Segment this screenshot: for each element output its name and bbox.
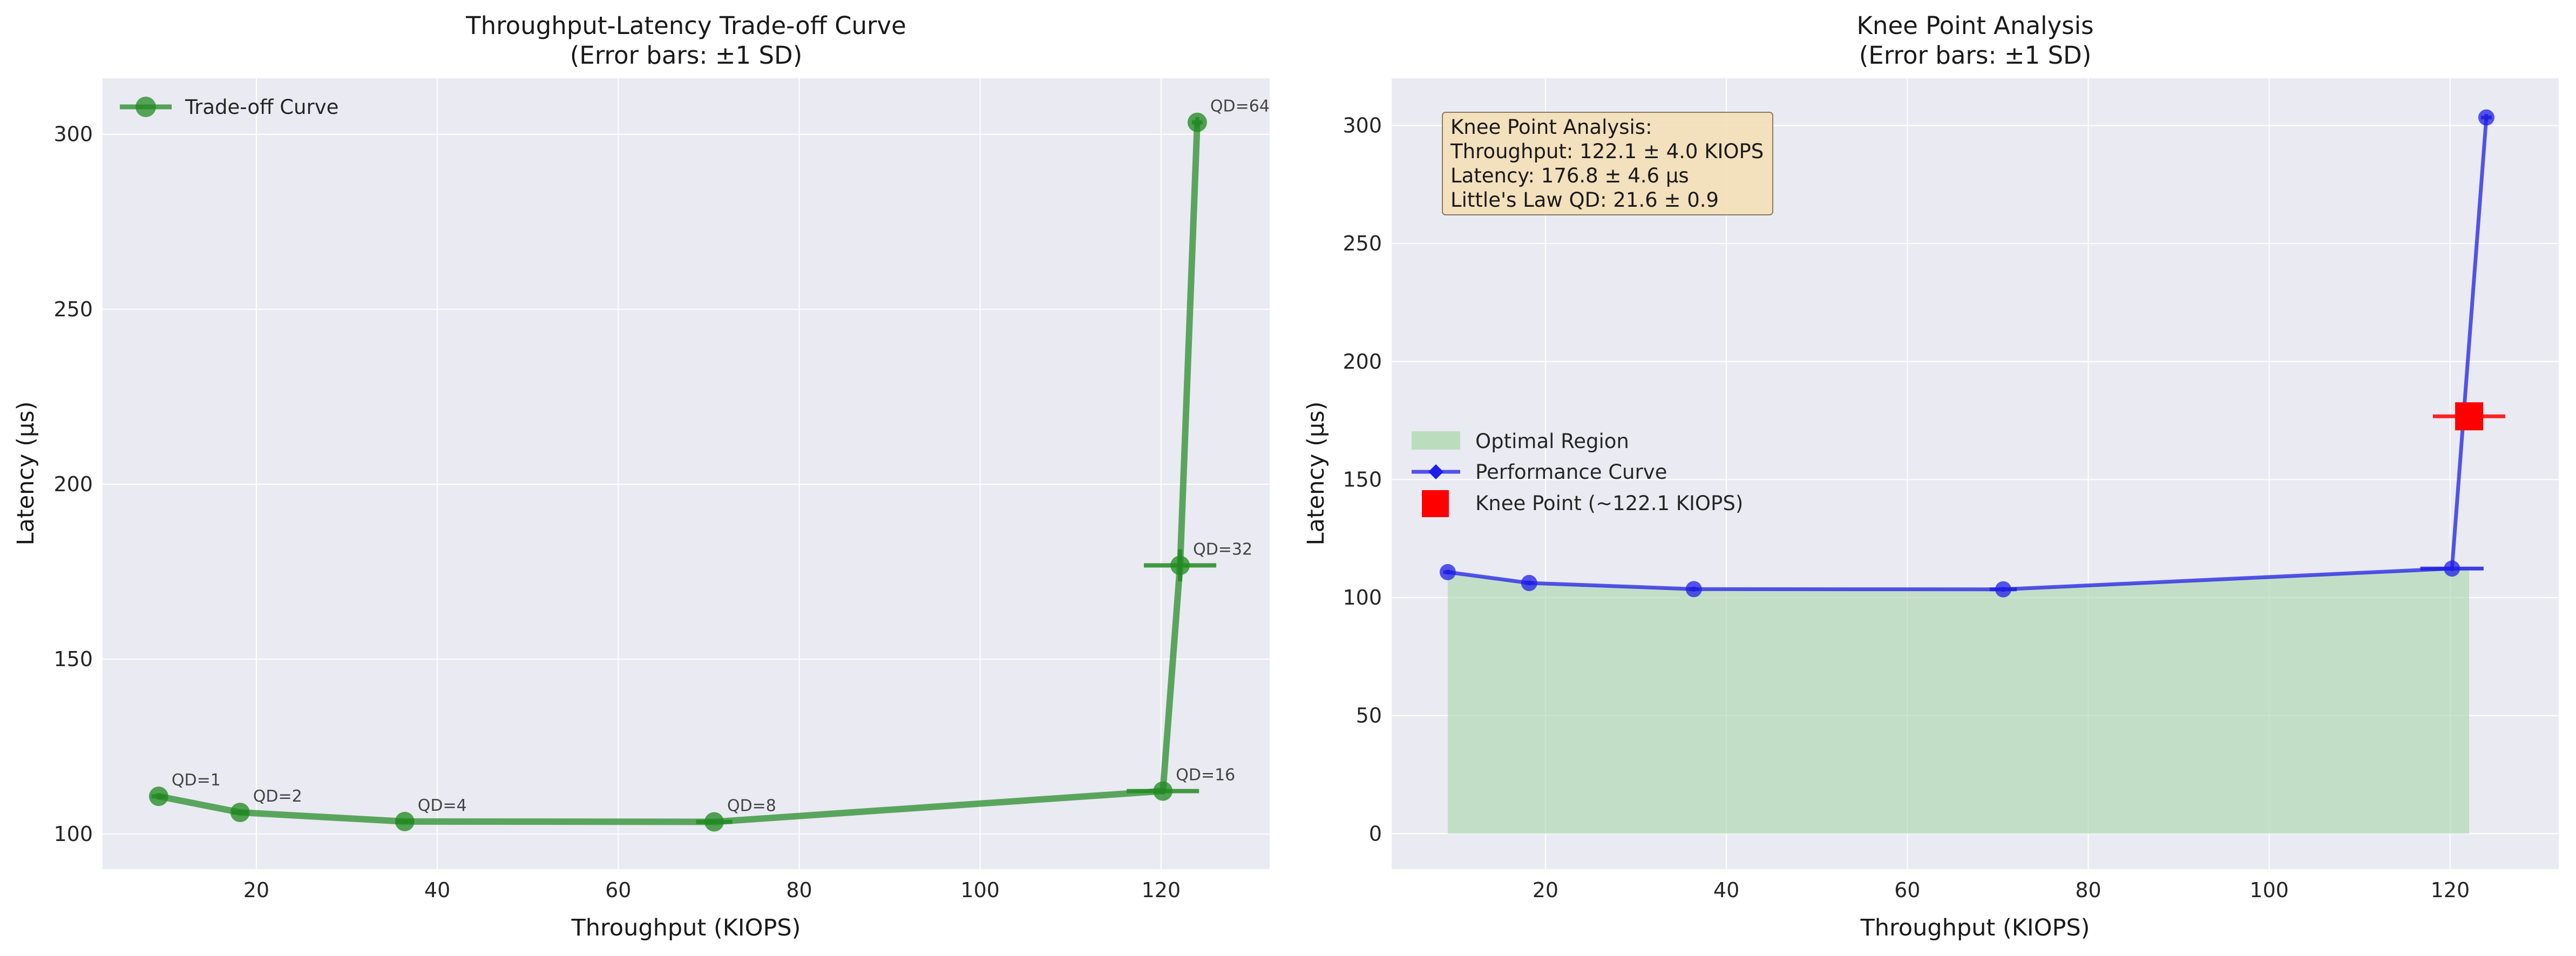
y-tick-label: 200 [1343,350,1382,374]
x-tick-label: 20 [243,878,269,902]
axes-left: 20 40 60 80 100 120 100 150 200 250 300 [53,123,1181,902]
x-tick-label: 80 [2075,878,2101,902]
qd-annotation: QD=16 [1176,765,1235,784]
plot-area-left [103,78,1270,869]
x-tick-label: 100 [2249,878,2289,902]
x-axis-label-right: Throughput (KIOPS) [1860,914,2090,941]
legend-label-optimal-region: Optimal Region [1475,430,1629,453]
x-tick-label: 60 [605,878,631,902]
chart-subtitle-right: (Error bars: ±1 SD) [1859,41,2092,70]
optimal-region-group [1447,568,2470,834]
data-point [1187,112,1207,132]
info-line-1: Knee Point Analysis: [1450,116,1652,139]
data-point [2478,109,2494,126]
x-axis-label-left: Throughput (KIOPS) [571,914,801,941]
y-axis-label-right: Latency (μs) [1303,402,1330,546]
series-left: QD=1 QD=2 QD=4 QD=8 QD=16 QD=32 QD=64 [148,97,1270,832]
x-tick-label: 20 [1533,878,1558,902]
info-line-3: Latency: 176.8 ± 4.6 μs [1450,164,1689,187]
qd-annotation: QD=4 [418,796,467,815]
x-tick-label: 60 [1894,878,1920,902]
legend-marker-knee-point [1422,490,1449,517]
y-tick-label: 300 [1343,113,1382,137]
x-tick-label: 80 [786,878,812,902]
y-tick-label: 0 [1369,822,1382,845]
data-point [148,787,168,806]
y-tick-label: 200 [53,472,93,496]
x-tick-label: 40 [424,878,450,902]
series-right [1439,109,2506,598]
qd-annotation: QD=1 [172,771,221,790]
data-point [1170,555,1190,575]
series-line [1447,117,2489,592]
legend-label-performance-curve: Performance Curve [1475,460,1667,484]
legend-label-knee-point: Knee Point (~122.1 KIOPS) [1475,492,1743,515]
legend-label-trade-off: Trade-off Curve [185,96,338,119]
legend-swatch-optimal-region [1412,431,1460,450]
y-tick-label: 250 [53,297,93,321]
chart-subtitle-left: (Error bars: ±1 SD) [570,41,803,70]
chart-title-right: Knee Point Analysis [1856,11,2093,40]
data-point [1521,574,1537,591]
legend-left: Trade-off Curve [120,96,338,119]
info-line-4: Little's Law QD: 21.6 ± 0.9 [1450,188,1719,212]
qd-annotation: QD=64 [1210,97,1270,116]
y-tick-label: 50 [1356,704,1382,728]
qd-annotation: QD=8 [727,796,776,815]
y-tick-label: 150 [53,647,93,671]
y-tick-label: 300 [53,123,93,146]
info-line-2: Throughput: 122.1 ± 4.0 KIOPS [1450,140,1764,163]
info-box-background [1442,112,1773,215]
data-point [1995,581,2011,598]
y-tick-label: 100 [1343,586,1382,609]
data-point [704,812,724,832]
knee-point-marker [2455,402,2484,431]
chart-right: 20 40 60 80 100 120 0 50 100 150 200 250 300 Knee Po… [1303,11,2559,941]
y-tick-label: 150 [1343,467,1382,491]
legend-marker-performance-curve [1428,464,1443,479]
y-axis-label-left: Latency (μs) [12,402,39,546]
x-tick-label: 120 [1142,878,1181,902]
qd-annotation: QD=32 [1193,540,1252,559]
x-tick-label: 100 [960,878,1000,902]
axes-right: 20 40 60 80 100 120 0 50 100 150 200 250 300 [1343,113,2470,902]
data-point [230,802,250,822]
legend-right: Optimal Region Performance Curve Knee Po… [1412,430,1743,517]
y-tick-label: 100 [53,822,93,846]
data-point [1685,581,1702,598]
chart-title-left: Throughput-Latency Trade-off Curve [465,11,906,40]
grid-left [103,78,1270,869]
data-point [395,811,415,831]
optimal-region [1447,568,2470,834]
legend-marker-trade-off [135,97,156,117]
data-point [1439,564,1456,580]
data-point [1153,781,1173,801]
info-box: Knee Point Analysis: Throughput: 122.1 ±… [1442,112,1773,215]
x-tick-label: 40 [1713,878,1739,902]
x-tick-label: 120 [2431,878,2470,902]
y-tick-label: 250 [1343,232,1382,255]
qd-annotation: QD=2 [253,787,302,806]
data-point [2444,560,2460,577]
